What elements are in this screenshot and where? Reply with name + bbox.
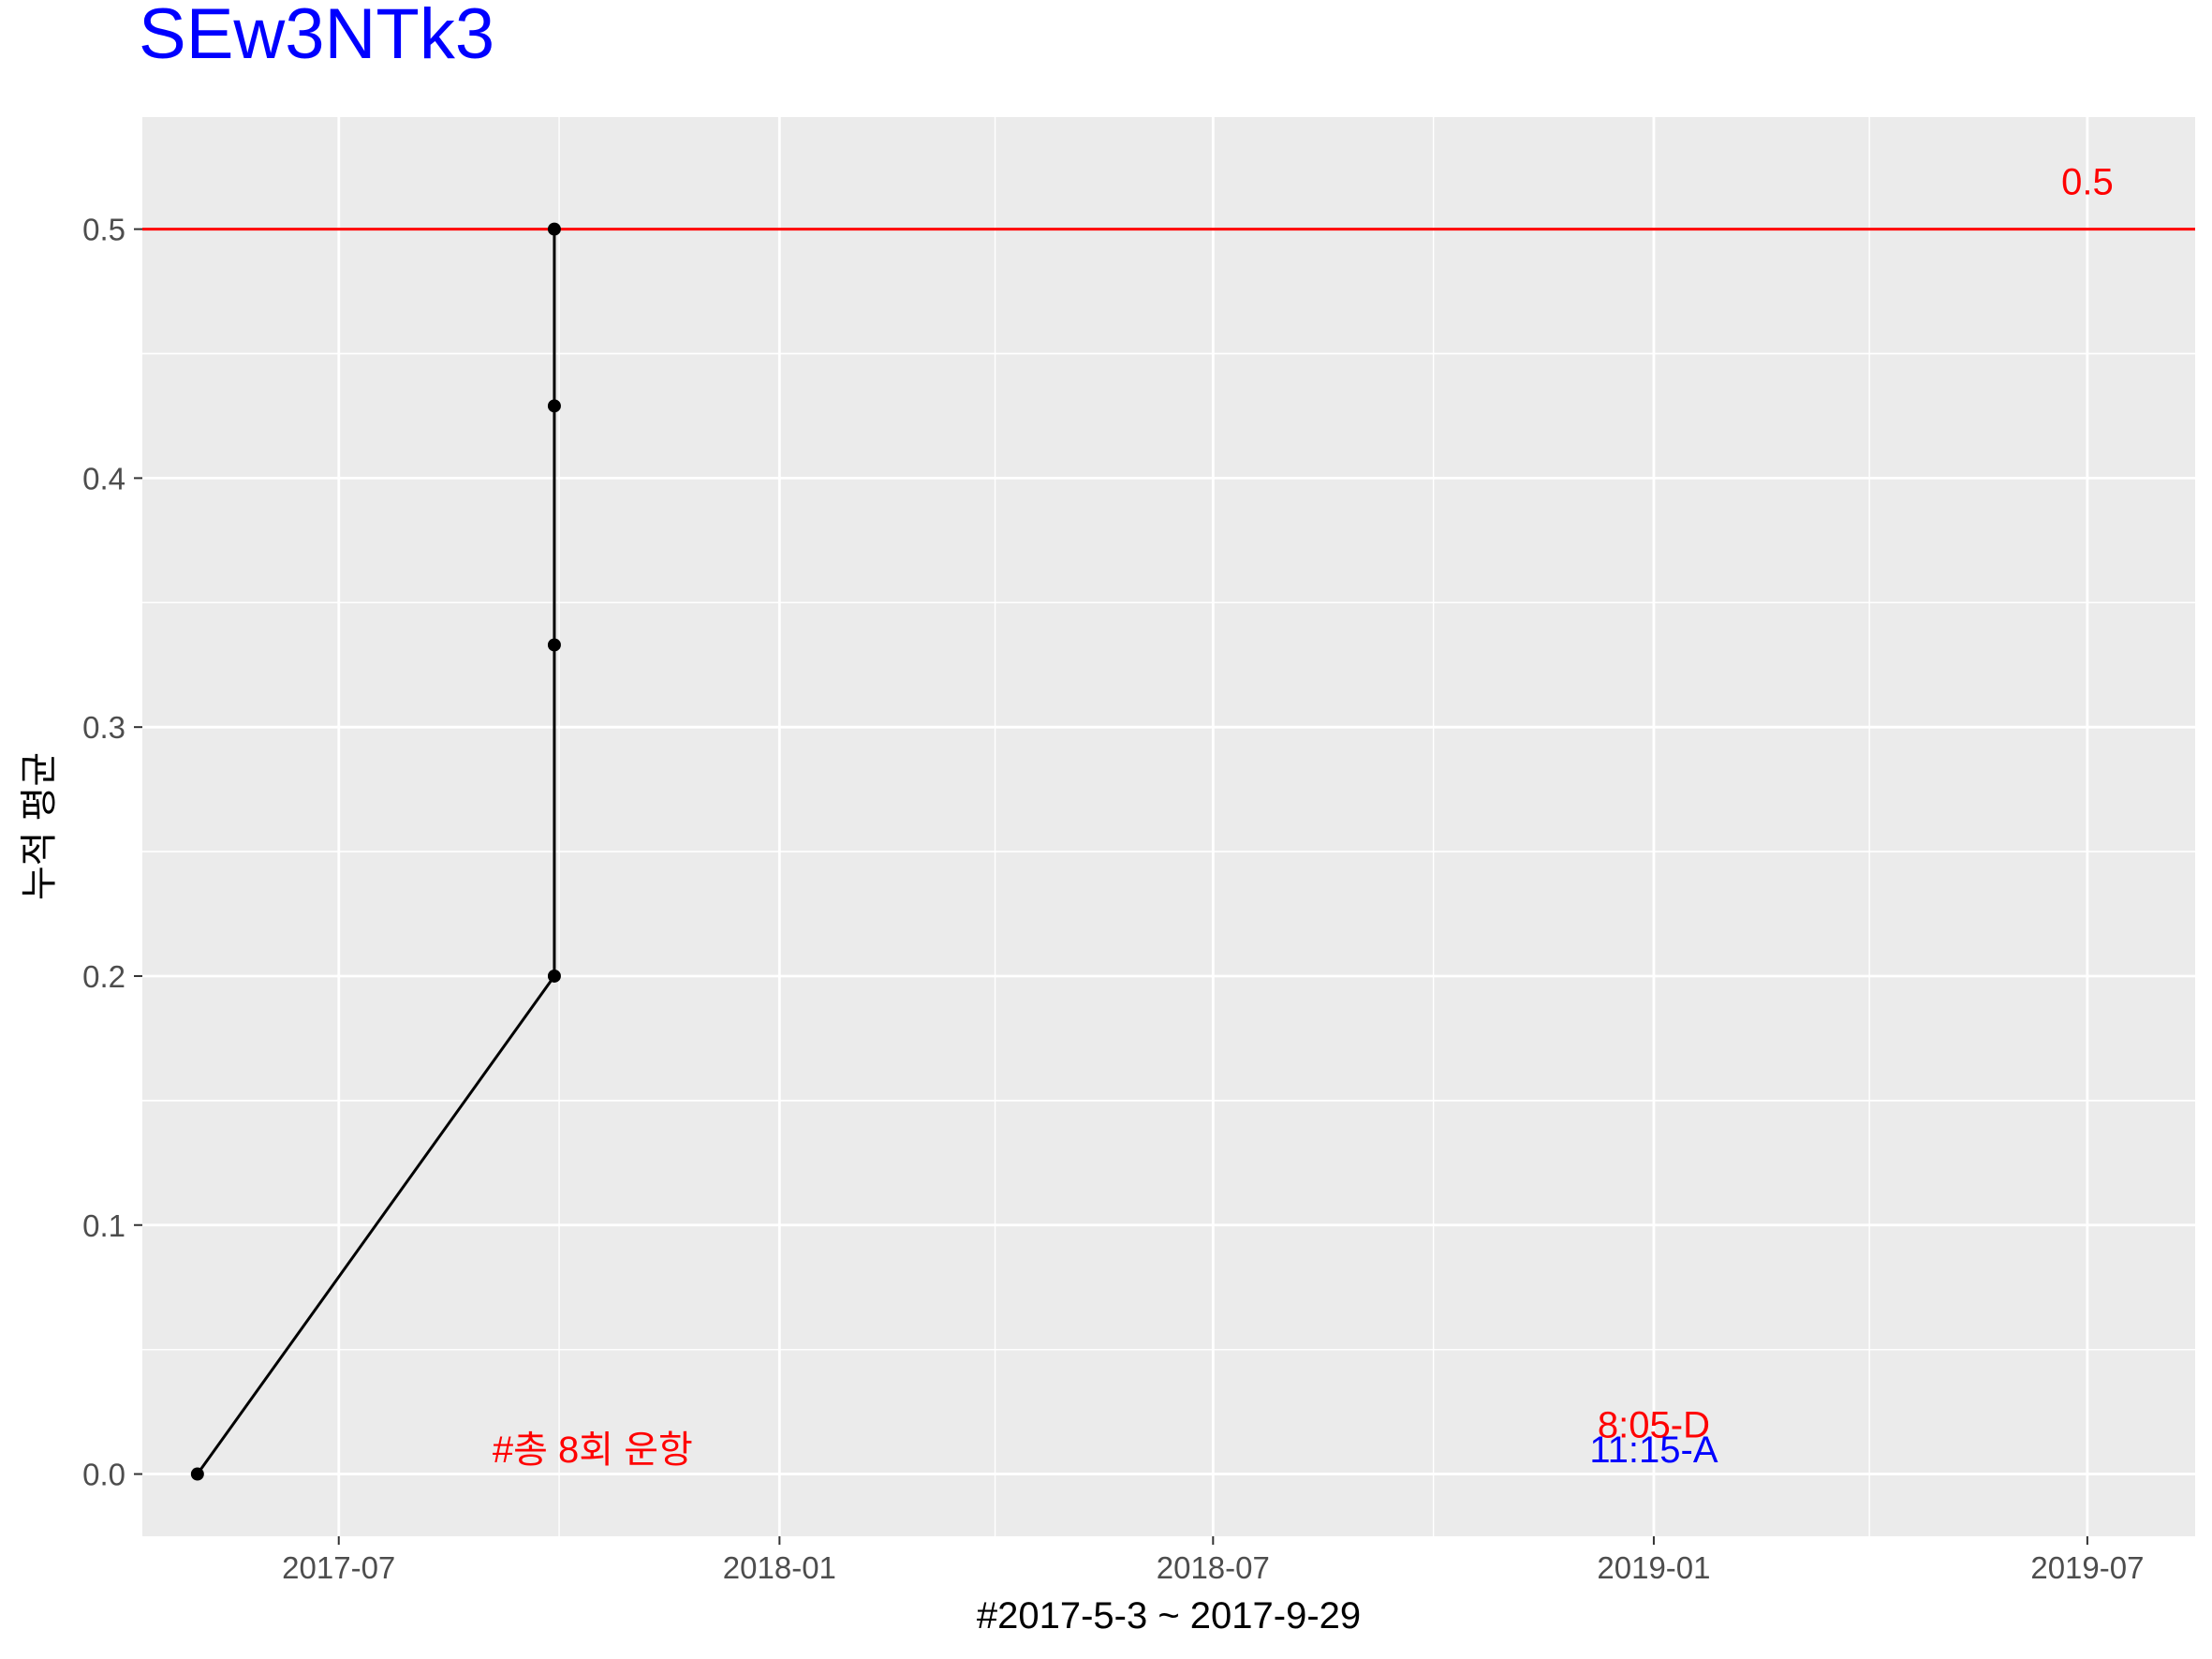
- x-tick-label: 2017-07: [282, 1550, 395, 1585]
- data-point: [190, 1467, 204, 1481]
- y-axis-title: 누적 평균: [19, 752, 60, 900]
- annotation-text: 8:05-D: [1598, 1404, 1710, 1445]
- data-point: [547, 399, 561, 413]
- x-tick-label: 2018-07: [1157, 1550, 1270, 1585]
- y-tick-label: 0.2: [82, 959, 125, 994]
- y-tick-label: 0.3: [82, 710, 125, 745]
- reference-line-group: 0.5: [142, 162, 2195, 231]
- plot-panel: [142, 117, 2195, 1536]
- x-tick-label: 2018-01: [723, 1550, 836, 1585]
- y-tick-label: 0.1: [82, 1208, 125, 1243]
- series-group: [190, 222, 561, 1481]
- chart-title: SEw3NTk3: [139, 0, 494, 74]
- annotation-group: #총 8회 운항 8:05-D11:15-A: [493, 1404, 1718, 1471]
- y-tick-label: 0.4: [82, 461, 125, 496]
- x-axis: 2017-07 2018-01 2018-07 2019-01 2019-07: [282, 1536, 2144, 1585]
- y-axis: 0.0 0.1 0.2 0.3 0.4 0.5: [82, 213, 142, 1492]
- reference-line-label: 0.5: [2061, 162, 2114, 203]
- data-point: [547, 222, 561, 236]
- grid-minor: [142, 117, 2195, 1536]
- annotation-text: 11:15-A: [1589, 1429, 1718, 1471]
- y-tick-label: 0.0: [82, 1458, 125, 1492]
- x-axis-title: #2017-5-3 ~ 2017-9-29: [977, 1595, 1361, 1637]
- data-point: [547, 969, 561, 983]
- x-tick-label: 2019-07: [2030, 1550, 2144, 1585]
- data-point: [547, 638, 561, 652]
- y-tick-label: 0.5: [82, 213, 125, 247]
- annotation-text: #총 8회 운항: [493, 1429, 693, 1471]
- x-tick-label: 2019-01: [1597, 1550, 1710, 1585]
